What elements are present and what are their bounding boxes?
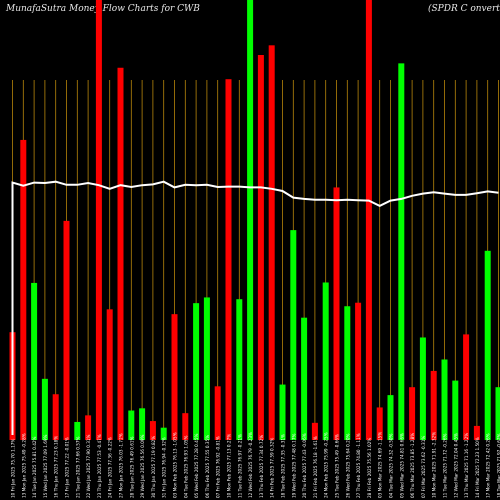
x-tick-label: 04 Tue Feb 2025 76.93 1.05% [183,435,188,498]
x-tick-label: 06 Thu Feb 2025 77.55 0.35% [205,435,210,498]
money-flow-bars [9,0,500,441]
x-tick-label: 04 Tue Mar 2025 74.32 -0.50% [389,433,394,498]
money-flow-bar [117,67,124,440]
money-flow-bar [355,302,362,440]
money-flow-bar [171,314,178,440]
x-tick-label: 17 Fri Jan 2025 77.22 -0.01% [65,437,70,498]
money-flow-bar [376,407,383,440]
x-tick-label: 18 Tue Feb 2025 77.35 -0.31% [281,434,286,498]
money-flow-bar [193,303,200,440]
x-tick-label: 13 Mon Jan 2025 75.49 -0.28% [21,433,26,498]
money-flow-bar [95,0,102,440]
x-tick-label: 07 Fri Feb 2025 76.92 -0.81% [216,436,221,498]
money-flow-bar [128,410,135,440]
x-tick-label: 21 Fri Feb 2025 76.18 -1.61% [313,436,318,498]
money-flow-bar [52,394,59,440]
money-flow-bar [236,299,243,440]
money-flow-bar [452,380,459,440]
money-flow-bar [225,79,232,440]
x-tick-label: 14 Tue Jan 2025 75.81 0.42% [32,436,37,498]
money-flow-bar [279,384,286,440]
flow-line-path [11,180,499,435]
x-tick-label: 10 Fri Jan 2025 75.70 1.17% [11,439,16,498]
money-flow-bar [268,45,275,440]
x-tick-label: 15 Wed Jan 2025 77.09 1.69% [43,434,48,498]
chart-title: MunafaSutra Money Flow Charts for CWB [6,4,200,14]
x-tick-label: 13 Thu Mar 2025 71.16 -1.22% [464,433,469,498]
x-tick-label: 27 Thu Feb 2025 74.80 -1.11% [356,433,361,498]
x-tick-label: 26 Wed Feb 2025 75.64 0.20% [345,434,350,498]
x-tick-label: 05 Wed Mar 2025 74.81 0.66% [399,433,404,498]
x-tick-label: 19 Wed Feb 2025 77.48 0.17% [291,434,296,498]
x-tick-label: 12 Wed Mar 2025 72.04 0.45% [453,433,458,498]
x-tick-label: 13 Thu Feb 2025 77.34 0.72% [259,435,264,498]
x-tick-label: 20 Thu Feb 2025 77.43 -0.06% [302,433,307,498]
x-tick-label: 07 Fri Mar 2025 73.62 -0.31% [421,436,426,498]
money-flow-bar [20,139,27,441]
x-tick-label: 23 Thu Jan 2025 77.53 -0.47% [97,434,102,498]
x-tick-label: 10 Mon Mar 2025 71.91 -2.32% [432,432,437,498]
chart-title-right: (SPDR C onvertible [428,4,500,14]
money-flow-bar [333,187,340,440]
x-tick-label: 22 Wed Jan 2025 77.90 0.31% [86,434,91,498]
money-flow-bar [106,309,113,440]
money-flow-bar [365,0,372,440]
money-flow-bar [419,337,426,440]
money-flow-bar [463,334,470,440]
money-flow-bar [214,386,221,440]
money-flow-bar [344,306,351,440]
x-tick-label: 11 Tue Mar 2025 71.72 -0.26% [443,433,448,498]
money-flow-bar [387,395,394,440]
money-flow-bar [63,220,70,440]
x-tick-label: 24 Fri Jan 2025 77.36 -0.22% [108,437,113,498]
x-tick-label: 03 Mon Mar 2025 74.69 -1.15% [378,432,383,498]
x-tick-label: 31 Fri Jan 2025 76.94 -0.32% [162,437,167,498]
x-tick-label: 21 Tue Jan 2025 77.66 0.57% [75,436,80,498]
money-flow-bar [85,415,92,440]
money-flow-bar [149,421,156,440]
x-tick-label: 11 Tue Feb 2025 76.97 -0.21% [237,434,242,498]
x-tick-labels: 10 Fri Jan 2025 75.70 1.17% 13 Mon Jan 20… [11,432,500,498]
x-tick-label: 28 Tue Jan 2025 76.49 0.61% [129,436,134,498]
x-tick-label: 06 Thu Mar 2025 73.85 -1.28% [410,433,415,498]
x-tick-label: 14 Fri Feb 2025 77.59 0.32% [270,438,275,498]
x-tick-label: 27 Mon Jan 2025 76.03 -1.72% [119,433,124,498]
money-flow-bar [322,282,329,440]
money-flow-bar [257,55,264,440]
flow-line [11,180,499,435]
money-flow-bar [441,359,448,440]
money-flow-bar [182,413,189,440]
money-flow-bar [41,378,48,440]
money-flow-bar [311,422,318,440]
x-tick-label: 05 Wed Feb 2025 77.28 0.45% [194,434,199,498]
x-tick-label: 17 Mon Mar 2025 72.42 0.26% [486,433,491,498]
money-flow-bar [74,421,81,440]
x-tick-label: 14 Fri Mar 2025 72.23 1.50% [475,437,480,498]
x-tick-label: 30 Thu Jan 2025 77.19 0.82% [151,436,156,498]
money-flow-bar [484,250,491,440]
money-flow-bar [160,427,167,440]
x-tick-label: 29 Wed Jan 2025 76.56 0.09% [140,434,145,498]
x-tick-label: 12 Wed Feb 2025 76.79 -0.23% [248,432,253,498]
money-flow-bar [247,0,254,440]
x-tick-label: 28 Fri Feb 2025 75.56 1.02% [367,438,372,498]
x-tick-label: 18 Tue Mar 2025 71.97 -0.62% [497,433,500,498]
money-flow-bar [398,63,405,441]
money-flow-bar [430,370,437,440]
money-flow-bar [409,387,416,440]
money-flow-bar [139,408,146,440]
x-tick-label: 10 Mon Feb 2025 77.13 0.27% [227,434,232,498]
money-flow-bar [473,425,480,440]
money-flow-bar [495,387,500,440]
x-tick-label: 25 Tue Feb 2025 75.49 -0.66% [335,434,340,498]
money-flow-bar [203,297,210,440]
x-tick-label: 16 Thu Jan 2025 77.23 0.18% [54,436,59,498]
money-flow-bar [301,317,308,440]
x-tick-label: 24 Mon Feb 2025 75.99 -0.25% [324,432,329,498]
x-tick-label: 03 Mon Feb 2025 76.13 -1.05% [173,432,178,498]
money-flow-bar [290,230,297,440]
money-flow-bar [31,282,38,440]
